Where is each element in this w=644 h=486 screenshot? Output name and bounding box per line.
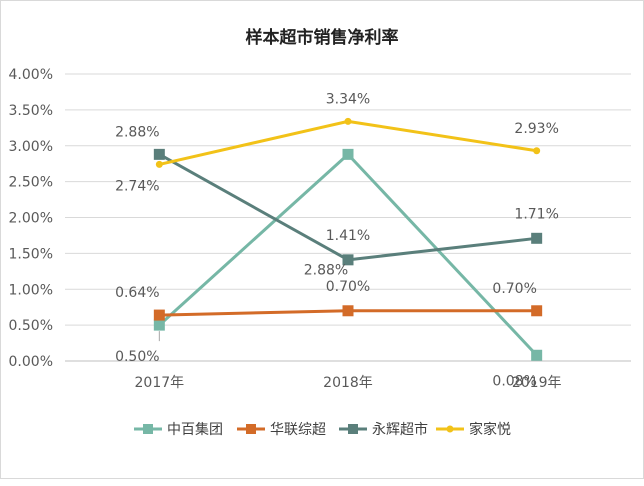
- data-label: 2.93%: [514, 121, 558, 137]
- legend: 中百集团 华联综超 永辉超市 家家悦: [134, 421, 511, 438]
- data-point: [344, 117, 352, 125]
- data-point: [533, 147, 541, 155]
- x-axis-ticks: 2017年 2018年 2019年: [135, 375, 562, 391]
- data-label: 0.64%: [115, 285, 159, 301]
- data-point: [531, 232, 543, 244]
- data-point: [342, 305, 354, 317]
- data-label: 0.70%: [492, 281, 536, 297]
- legend-marker: [348, 424, 358, 434]
- legend-label: 中百集团: [167, 421, 223, 438]
- data-label: 2.88%: [115, 124, 159, 140]
- data-point: [531, 349, 543, 361]
- series-lines: [153, 117, 543, 361]
- data-point: [153, 319, 165, 331]
- data-label: 2.74%: [115, 178, 159, 194]
- data-label: 0.70%: [326, 279, 370, 295]
- x-tick-label: 2019年: [512, 375, 562, 391]
- legend-marker: [143, 424, 153, 434]
- data-point: [342, 148, 354, 160]
- data-label: 1.71%: [514, 206, 558, 222]
- data-label: 0.50%: [115, 349, 159, 365]
- data-point: [153, 148, 165, 160]
- y-axis-ticks: 0.00% 0.50% 1.00% 1.50% 2.00% 2.50% 3.00% 3.50%…: [9, 67, 53, 370]
- data-point: [155, 160, 163, 168]
- data-label: 2.88%: [304, 262, 348, 278]
- x-tick-label: 2018年: [323, 375, 373, 391]
- data-label: 1.41%: [326, 228, 370, 244]
- y-tick-label: 0.00%: [9, 354, 53, 370]
- data-labels: 0.50%2.88%0.08%0.64% 0.70% 0.70%2.88%1.41%…: [115, 91, 559, 389]
- legend-label: 华联综超: [270, 422, 326, 438]
- y-tick-label: 1.00%: [9, 282, 53, 298]
- series-line-3: [158, 153, 537, 262]
- y-tick-label: 3.00%: [9, 139, 53, 155]
- y-tick-label: 0.50%: [9, 318, 53, 334]
- data-label: 0.08%: [492, 373, 536, 389]
- chart-title: 样本超市销售净利率: [246, 27, 399, 48]
- legend-label: 家家悦: [469, 421, 511, 438]
- x-tick-label: 2017年: [135, 375, 185, 391]
- y-tick-label: 4.00%: [9, 67, 53, 83]
- legend-marker: [446, 425, 454, 433]
- chart-svg: 样本超市销售净利率 0.00% 0.50% 1.00% 1.50% 2.00% 2.50%…: [9, 27, 631, 438]
- y-tick-label: 2.00%: [9, 211, 53, 227]
- legend-marker: [246, 424, 256, 434]
- y-tick-label: 1.50%: [9, 246, 53, 262]
- data-label: 3.34%: [326, 91, 370, 107]
- legend-label: 永辉超市: [372, 421, 428, 438]
- data-point: [531, 305, 543, 317]
- data-point: [153, 309, 165, 321]
- y-tick-label: 3.50%: [9, 103, 53, 119]
- y-tick-label: 2.50%: [9, 175, 53, 191]
- data-point: [342, 254, 354, 266]
